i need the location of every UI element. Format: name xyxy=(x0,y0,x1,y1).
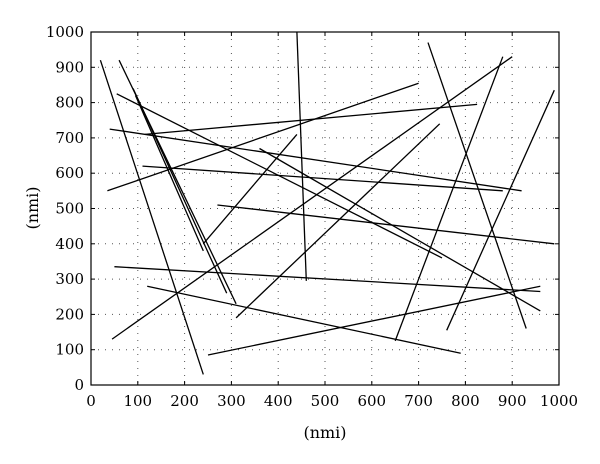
x-tick-label: 200 xyxy=(170,392,199,410)
y-tick-label: 600 xyxy=(55,164,84,182)
x-tick-label: 300 xyxy=(217,392,246,410)
trajectory-line-12 xyxy=(296,31,307,281)
y-tick-labels: 0 100 200 300 400 500 600 700 800 900 1000 xyxy=(46,23,84,394)
x-tick-labels: 0 100 200 300 400 500 600 700 800 900 1000 xyxy=(86,392,578,410)
trajectory-line-19 xyxy=(427,42,527,329)
y-axis-label: (nmi) xyxy=(23,186,42,229)
trajectory-line-10 xyxy=(111,56,513,340)
x-tick-label: 400 xyxy=(264,392,293,410)
x-tick-label: 800 xyxy=(451,392,480,410)
x-tick-label: 0 xyxy=(86,392,96,410)
x-tick-label: 600 xyxy=(357,392,386,410)
trajectory-line-11 xyxy=(202,133,298,245)
trajectory-line-7 xyxy=(142,165,503,192)
y-tick-label: 1000 xyxy=(46,23,84,41)
trajectory-line-3 xyxy=(132,88,228,294)
x-tick-label: 700 xyxy=(404,392,433,410)
trajectory-line-13 xyxy=(259,147,541,312)
x-tick-label: 500 xyxy=(311,392,340,410)
trajectory-line-18 xyxy=(235,123,441,319)
axis-ticks xyxy=(90,31,560,386)
y-tick-label: 0 xyxy=(74,376,84,394)
x-tick-label: 1000 xyxy=(540,392,578,410)
x-tick-label: 900 xyxy=(498,392,527,410)
trajectory-line-8 xyxy=(144,103,478,136)
x-axis-label: (nmi) xyxy=(303,423,346,442)
trajectory-line-9 xyxy=(107,82,419,192)
trajectory-line-1 xyxy=(99,59,204,375)
trajectory-line-17 xyxy=(207,285,541,356)
y-tick-label: 800 xyxy=(55,94,84,112)
series xyxy=(99,31,555,375)
y-tick-label: 500 xyxy=(55,200,84,218)
y-tick-label: 900 xyxy=(55,58,84,76)
y-tick-label: 100 xyxy=(55,341,84,359)
trajectory-line-16 xyxy=(147,285,461,354)
trajectory-line-14 xyxy=(217,204,555,245)
grid xyxy=(91,32,559,385)
trajectory-line-15 xyxy=(114,266,541,293)
y-tick-label: 300 xyxy=(55,270,84,288)
x-tick-label: 100 xyxy=(123,392,152,410)
trajectory-line-6 xyxy=(109,128,522,192)
trajectory-line-21 xyxy=(446,89,555,331)
trajectory-line-20 xyxy=(394,56,504,342)
trajectory-line-4 xyxy=(134,95,204,252)
y-tick-label: 400 xyxy=(55,235,84,253)
plot-frame xyxy=(90,31,560,386)
y-tick-label: 700 xyxy=(55,129,84,147)
y-tick-label: 200 xyxy=(55,305,84,323)
